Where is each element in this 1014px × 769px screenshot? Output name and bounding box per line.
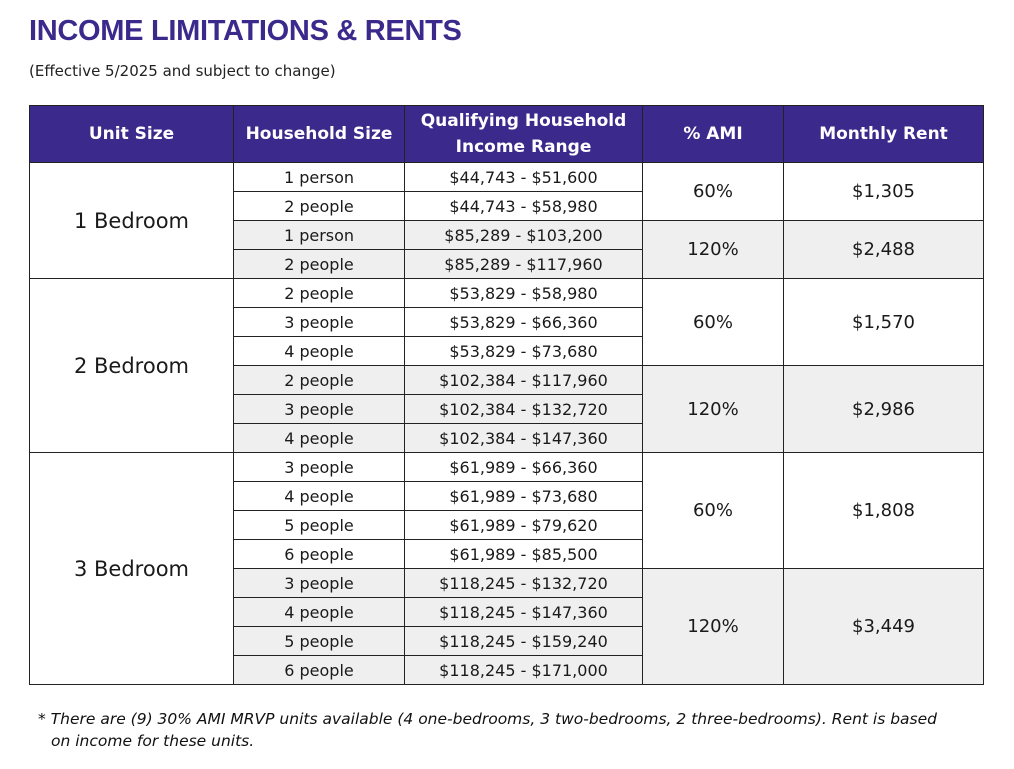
income-range-cell: $85,289 - $103,200 — [404, 220, 643, 250]
household-size-cell: 6 people — [233, 655, 405, 685]
household-size-cell: 5 people — [233, 626, 405, 656]
household-size-cell: 6 people — [233, 539, 405, 569]
household-size-cell: 1 person — [233, 220, 405, 250]
table-row: 2 Bedroom 2 people $53,829 - $58,980 60% $1,… — [29, 278, 984, 453]
income-range-cell: $53,829 - $58,980 — [404, 278, 643, 308]
table-row: 4 people $102,384 - $147,360 — [30, 423, 984, 453]
table-row: 5 people $61,989 - $79,620 — [30, 510, 984, 540]
table-row: 4 people $118,245 - $147,360 — [30, 597, 984, 627]
table-row: 3 Bedroom 3 people $61,989 - $66,360 60% $1,… — [29, 452, 984, 685]
unit-size-cell: 1 Bedroom — [29, 162, 234, 279]
ami-cell: 120% — [642, 568, 784, 685]
household-size-cell: 2 people — [233, 278, 405, 308]
household-size-cell: 5 people — [233, 510, 405, 540]
household-size-cell: 3 people — [233, 452, 405, 482]
household-size-cell: 4 people — [233, 336, 405, 366]
household-size-cell: 2 people — [233, 191, 405, 221]
footnote-line1: * There are (9) 30% AMI MRVP units avail… — [38, 710, 937, 728]
table-row: 3 people $53,829 - $66,360 — [30, 307, 984, 337]
table-row: 1 Bedroom 1 person $44,743 - $51,600 60% $1,… — [29, 162, 984, 279]
ami-cell: 60% — [642, 278, 784, 366]
page-title: INCOME LIMITATIONS & RENTS — [29, 15, 462, 47]
income-range-cell: $61,989 - $73,680 — [404, 481, 643, 511]
footnote-line2: on income for these units. — [51, 732, 255, 750]
household-size-cell: 3 people — [233, 394, 405, 424]
income-range-cell: $102,384 - $117,960 — [404, 365, 643, 395]
ami-cell: 120% — [642, 220, 784, 279]
footnote: * There are (9) 30% AMI MRVP units avail… — [38, 708, 978, 752]
income-rents-table: Unit Size Household Size Qualifying Hous… — [29, 105, 984, 685]
col-unit-size: Unit Size — [29, 105, 234, 163]
income-range-cell: $53,829 - $66,360 — [404, 307, 643, 337]
table-body: 1 Bedroom 1 person $44,743 - $51,600 60% $1,… — [29, 162, 984, 685]
household-size-cell: 3 people — [233, 307, 405, 337]
table-row: 6 people $118,245 - $171,000 — [30, 655, 984, 685]
income-range-cell: $44,743 - $51,600 — [404, 162, 643, 192]
income-range-cell: $118,245 - $147,360 — [404, 597, 643, 627]
monthly-rent-cell: $1,570 — [783, 278, 984, 366]
ami-cell: 60% — [642, 452, 784, 569]
household-size-cell: 1 person — [233, 162, 405, 192]
effective-date-note: (Effective 5/2025 and subject to change) — [29, 62, 336, 80]
household-size-cell: 3 people — [233, 568, 405, 598]
income-range-cell: $61,989 - $79,620 — [404, 510, 643, 540]
table-row: 5 people $118,245 - $159,240 — [30, 626, 984, 656]
unit-size-cell: 3 Bedroom — [29, 452, 234, 685]
income-range-cell: $44,743 - $58,980 — [404, 191, 643, 221]
ami-cell: 60% — [642, 162, 784, 221]
col-income-range-line1: Qualifying Household — [420, 111, 627, 131]
monthly-rent-cell: $1,808 — [783, 452, 984, 569]
income-range-cell: $118,245 - $132,720 — [404, 568, 643, 598]
col-income-range: Qualifying Household Income Range — [404, 105, 643, 163]
income-range-cell: $85,289 - $117,960 — [404, 249, 643, 279]
table-header: Unit Size Household Size Qualifying Hous… — [29, 105, 984, 163]
income-range-cell: $118,245 - $171,000 — [404, 655, 643, 685]
monthly-rent-cell: $2,986 — [783, 365, 984, 453]
table-row: 1 person $85,289 - $103,200 120% $2,488 — [30, 220, 984, 279]
table-row: 4 people $53,829 - $73,680 — [30, 336, 984, 366]
col-household-size: Household Size — [233, 105, 405, 163]
table-row: 6 people $61,989 - $85,500 — [30, 539, 984, 569]
unit-size-cell: 2 Bedroom — [29, 278, 234, 453]
household-size-cell: 2 people — [233, 249, 405, 279]
col-monthly-rent: Monthly Rent — [783, 105, 984, 163]
table-row: 2 people $44,743 - $58,980 — [30, 191, 984, 221]
table-row: 3 people $118,245 - $132,720 120% $3,449 — [30, 568, 984, 685]
header-row: Unit Size Household Size Qualifying Hous… — [29, 105, 984, 163]
income-range-cell: $61,989 - $85,500 — [404, 539, 643, 569]
col-ami: % AMI — [642, 105, 784, 163]
ami-cell: 120% — [642, 365, 784, 453]
income-range-cell: $53,829 - $73,680 — [404, 336, 643, 366]
income-range-cell: $118,245 - $159,240 — [404, 626, 643, 656]
income-range-cell: $102,384 - $132,720 — [404, 394, 643, 424]
household-size-cell: 4 people — [233, 597, 405, 627]
monthly-rent-cell: $1,305 — [783, 162, 984, 221]
table-row: 2 people $102,384 - $117,960 120% $2,986 — [30, 365, 984, 453]
table-row: 2 people $85,289 - $117,960 — [30, 249, 984, 279]
col-income-range-line2: Income Range — [455, 137, 592, 157]
monthly-rent-cell: $3,449 — [783, 568, 984, 685]
household-size-cell: 2 people — [233, 365, 405, 395]
table-row: 4 people $61,989 - $73,680 — [30, 481, 984, 511]
household-size-cell: 4 people — [233, 481, 405, 511]
household-size-cell: 4 people — [233, 423, 405, 453]
monthly-rent-cell: $2,488 — [783, 220, 984, 279]
income-range-cell: $61,989 - $66,360 — [404, 452, 643, 482]
income-range-cell: $102,384 - $147,360 — [404, 423, 643, 453]
